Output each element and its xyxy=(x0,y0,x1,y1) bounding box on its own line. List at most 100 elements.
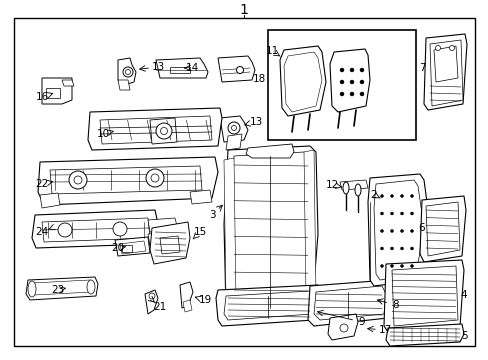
Text: 13: 13 xyxy=(249,117,262,127)
Ellipse shape xyxy=(380,265,383,267)
Polygon shape xyxy=(425,202,459,256)
Ellipse shape xyxy=(380,194,383,198)
Ellipse shape xyxy=(339,68,343,72)
Polygon shape xyxy=(40,193,60,208)
Ellipse shape xyxy=(380,247,383,250)
Polygon shape xyxy=(284,52,321,112)
Ellipse shape xyxy=(113,222,127,236)
Polygon shape xyxy=(216,285,321,326)
Polygon shape xyxy=(42,218,150,242)
Polygon shape xyxy=(383,260,463,332)
Polygon shape xyxy=(118,80,130,90)
Polygon shape xyxy=(150,222,190,264)
Bar xyxy=(267,30,415,140)
Ellipse shape xyxy=(400,212,403,215)
Ellipse shape xyxy=(359,68,363,72)
Polygon shape xyxy=(180,282,193,308)
Ellipse shape xyxy=(87,280,95,294)
Ellipse shape xyxy=(359,80,363,84)
Ellipse shape xyxy=(339,92,343,96)
Polygon shape xyxy=(391,266,457,326)
Ellipse shape xyxy=(409,265,413,267)
Polygon shape xyxy=(419,196,465,262)
Ellipse shape xyxy=(123,67,133,77)
Ellipse shape xyxy=(339,324,347,332)
Polygon shape xyxy=(280,46,325,116)
Polygon shape xyxy=(313,286,385,320)
Ellipse shape xyxy=(69,171,87,189)
Polygon shape xyxy=(339,180,367,190)
Ellipse shape xyxy=(390,247,393,250)
Ellipse shape xyxy=(448,45,453,50)
Ellipse shape xyxy=(359,92,363,96)
Text: 22: 22 xyxy=(35,179,48,189)
Polygon shape xyxy=(50,166,202,194)
Text: 7: 7 xyxy=(418,63,425,73)
Polygon shape xyxy=(88,108,222,150)
Text: 18: 18 xyxy=(252,74,265,84)
Text: 19: 19 xyxy=(198,295,211,305)
Polygon shape xyxy=(327,314,357,340)
Polygon shape xyxy=(160,236,180,254)
Text: 9: 9 xyxy=(358,317,365,327)
Polygon shape xyxy=(229,152,311,310)
Polygon shape xyxy=(304,150,315,296)
Polygon shape xyxy=(429,40,462,106)
Ellipse shape xyxy=(390,265,393,267)
Polygon shape xyxy=(220,116,247,142)
Polygon shape xyxy=(42,78,72,104)
Polygon shape xyxy=(183,300,192,312)
Ellipse shape xyxy=(149,293,155,299)
Ellipse shape xyxy=(390,194,393,198)
Polygon shape xyxy=(224,146,317,316)
Text: 5: 5 xyxy=(460,331,467,341)
Ellipse shape xyxy=(400,230,403,233)
Ellipse shape xyxy=(349,92,353,96)
Ellipse shape xyxy=(125,69,130,75)
Text: 8: 8 xyxy=(392,300,399,310)
Text: 20: 20 xyxy=(111,243,124,253)
Text: 11: 11 xyxy=(265,46,278,56)
Polygon shape xyxy=(115,237,150,256)
Ellipse shape xyxy=(342,182,348,194)
Polygon shape xyxy=(148,232,182,246)
Polygon shape xyxy=(118,58,136,85)
Ellipse shape xyxy=(156,123,172,139)
Polygon shape xyxy=(26,277,98,300)
Ellipse shape xyxy=(409,247,413,250)
Polygon shape xyxy=(38,157,218,205)
Ellipse shape xyxy=(390,212,393,215)
Ellipse shape xyxy=(409,230,413,233)
Ellipse shape xyxy=(380,230,383,233)
Polygon shape xyxy=(62,80,74,86)
Polygon shape xyxy=(32,280,92,295)
Text: 21: 21 xyxy=(153,302,166,312)
Polygon shape xyxy=(367,174,427,286)
Ellipse shape xyxy=(400,194,403,198)
Text: 1: 1 xyxy=(239,3,248,17)
Ellipse shape xyxy=(74,176,82,184)
Polygon shape xyxy=(433,46,457,82)
Ellipse shape xyxy=(227,122,240,134)
Polygon shape xyxy=(224,291,313,320)
Polygon shape xyxy=(373,180,421,280)
Text: 10: 10 xyxy=(96,129,109,139)
Polygon shape xyxy=(32,210,158,248)
Text: 23: 23 xyxy=(51,285,64,295)
Text: 6: 6 xyxy=(418,223,425,233)
Ellipse shape xyxy=(409,194,413,198)
Ellipse shape xyxy=(354,184,360,196)
Text: 3: 3 xyxy=(208,210,215,220)
Text: 4: 4 xyxy=(460,290,467,300)
Ellipse shape xyxy=(58,223,72,237)
Polygon shape xyxy=(224,158,236,302)
Ellipse shape xyxy=(409,212,413,215)
Polygon shape xyxy=(170,67,190,73)
Ellipse shape xyxy=(339,80,343,84)
Polygon shape xyxy=(385,324,463,346)
Polygon shape xyxy=(120,241,146,254)
Ellipse shape xyxy=(435,45,440,50)
Ellipse shape xyxy=(160,127,167,135)
Polygon shape xyxy=(225,134,242,150)
Text: 2: 2 xyxy=(370,190,377,200)
